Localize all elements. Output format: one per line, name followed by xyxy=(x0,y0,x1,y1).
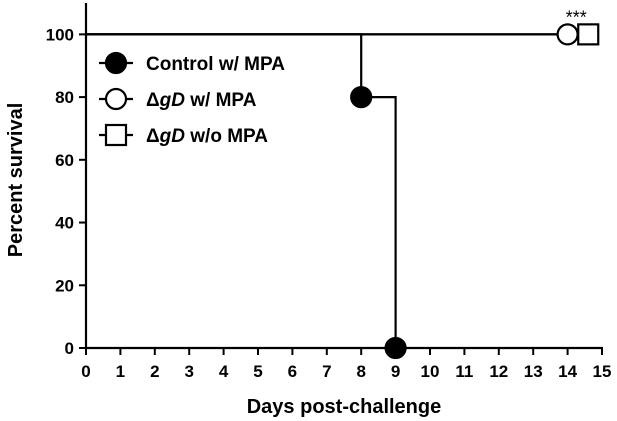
significance-annotation: *** xyxy=(566,7,587,27)
legend-label: ΔgD w/o MPA xyxy=(146,126,268,147)
y-tick-label: 40 xyxy=(55,214,74,233)
x-tick-label: 3 xyxy=(184,362,193,381)
legend-label: Control w/ MPA xyxy=(146,54,285,75)
legend-marker xyxy=(104,87,128,111)
legend-label: ΔgD w/ MPA xyxy=(146,90,257,111)
y-tick-label: 0 xyxy=(65,339,74,358)
series-marker-1 xyxy=(556,23,579,46)
series-marker-0 xyxy=(350,85,373,109)
legend: Control w/ MPA ΔgD w/ MPA ΔgD w/o MPA xyxy=(99,51,285,147)
x-axis-title: Days post-challenge xyxy=(247,396,442,418)
legend-marker xyxy=(104,51,128,75)
x-tick-label: 5 xyxy=(253,362,262,381)
series-line-0 xyxy=(86,33,397,348)
x-tick-label: 1 xyxy=(116,362,125,381)
y-tick-label: 100 xyxy=(46,25,74,44)
x-tick-label: 10 xyxy=(421,362,440,381)
y-tick-label: 60 xyxy=(55,151,74,170)
x-tick-label: 12 xyxy=(489,362,508,381)
x-tick-label: 8 xyxy=(356,362,365,381)
legend-marker xyxy=(104,123,128,147)
x-tick-label: 2 xyxy=(150,362,159,381)
y-axis-title: Percent survival xyxy=(5,103,27,258)
x-tick-label: 7 xyxy=(322,362,331,381)
x-tick-label: 6 xyxy=(288,362,297,381)
y-tick-label: 80 xyxy=(55,88,74,107)
series-layer: *** xyxy=(86,7,600,360)
x-tick-label: 0 xyxy=(81,362,90,381)
x-tick-label: 14 xyxy=(558,362,577,381)
x-tick-label: 11 xyxy=(455,362,473,381)
x-tick-label: 13 xyxy=(524,362,543,381)
y-tick-label: 20 xyxy=(55,276,74,295)
x-tick-label: 15 xyxy=(593,362,612,381)
x-tick-label: 9 xyxy=(391,362,400,381)
series-marker-0 xyxy=(384,336,407,360)
x-tick-label: 4 xyxy=(219,362,229,381)
